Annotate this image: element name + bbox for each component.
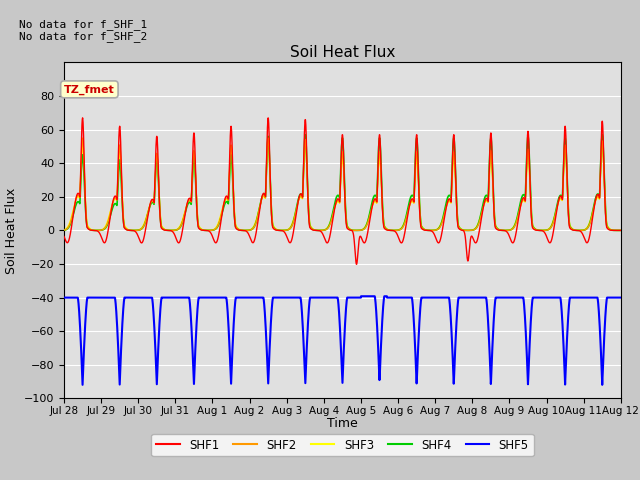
- Text: TZ_fmet: TZ_fmet: [64, 84, 115, 95]
- Text: No data for f_SHF_1
No data for f_SHF_2: No data for f_SHF_1 No data for f_SHF_2: [19, 19, 148, 42]
- Title: Soil Heat Flux: Soil Heat Flux: [290, 45, 395, 60]
- Y-axis label: Soil Heat Flux: Soil Heat Flux: [5, 187, 19, 274]
- Legend: SHF1, SHF2, SHF3, SHF4, SHF5: SHF1, SHF2, SHF3, SHF4, SHF5: [151, 434, 534, 456]
- X-axis label: Time: Time: [327, 418, 358, 431]
